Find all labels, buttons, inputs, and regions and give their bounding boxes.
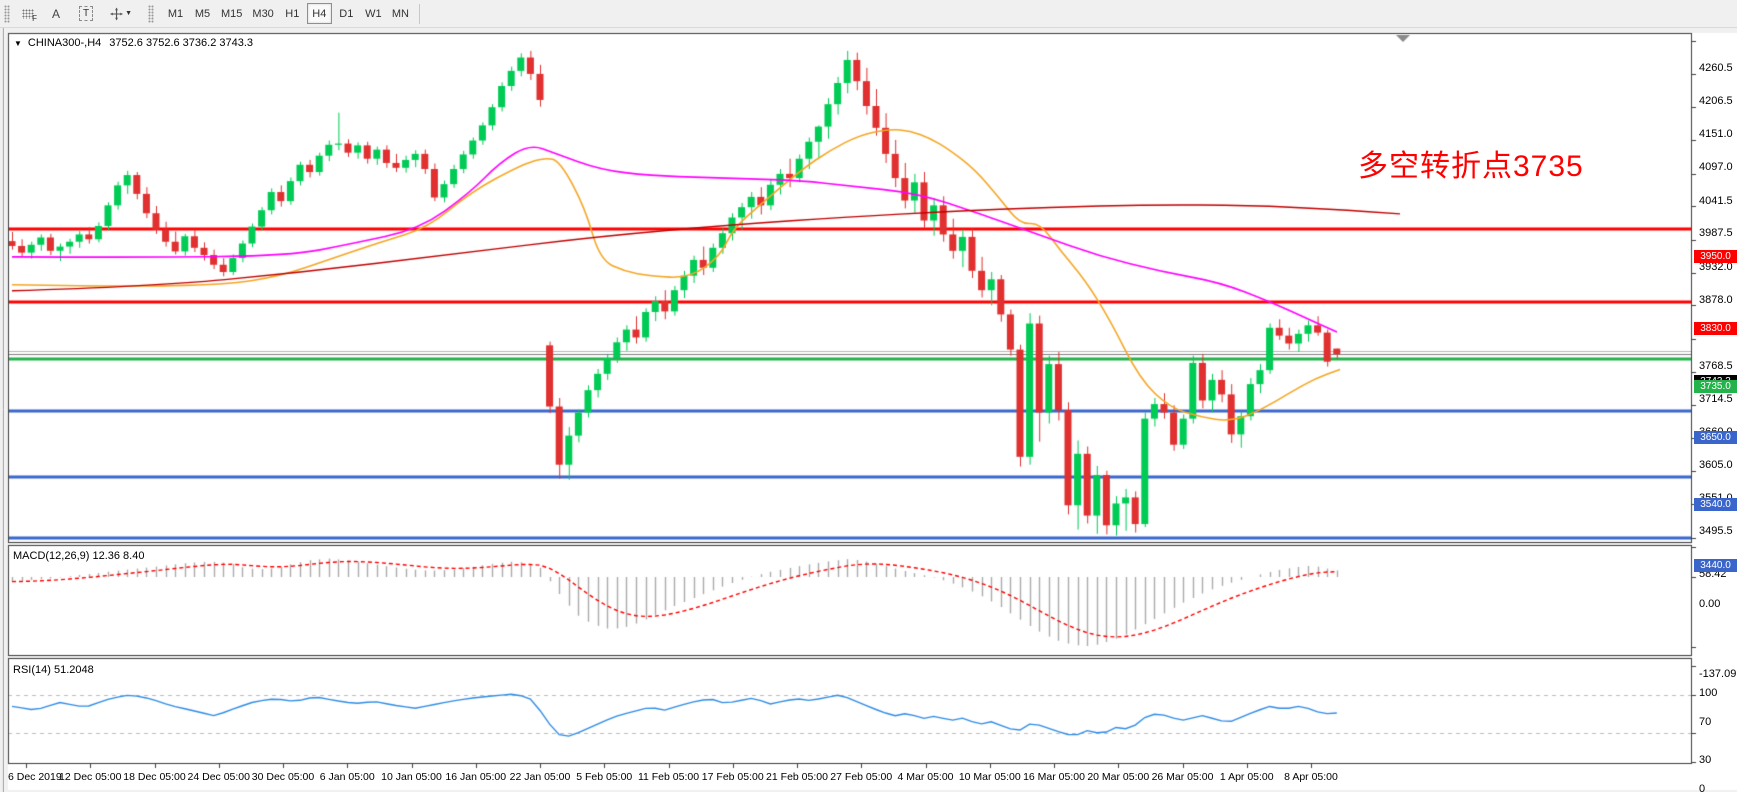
toolbar-gripper[interactable] <box>4 4 10 23</box>
time-axis-label: 27 Feb 05:00 <box>830 771 893 783</box>
price-axis-label: 3605.0 <box>1699 459 1733 472</box>
price-axis-label: 4206.5 <box>1699 94 1733 107</box>
time-axis-label: 6 Dec 2019 <box>8 771 62 783</box>
toolbar: F A T ▼ M1 M5 M15 M30 H1 H4 D1 W1 MN <box>0 0 1737 28</box>
timeframe-h4-button[interactable]: H4 <box>306 3 332 24</box>
ohlc-values-label: 3752.6 3752.6 3736.2 3743.3 <box>109 37 254 49</box>
chart-window: ▼ CHINA300-,H4 3752.6 3752.6 3736.2 3743… <box>0 27 1737 792</box>
price-axis-label: 3987.5 <box>1699 227 1733 240</box>
crosshair-icon <box>110 6 124 21</box>
price-tag-3950.0: 3950.0 <box>1694 249 1737 263</box>
timeframe-m1-button[interactable]: M1 <box>163 3 188 24</box>
symbol-period-label: CHINA300-,H4 <box>27 37 102 49</box>
price-axis-label: 4151.0 <box>1699 128 1733 141</box>
chart-canvas[interactable] <box>0 27 1737 792</box>
market-depth-button[interactable]: F <box>15 3 41 25</box>
grid-icon-letter: F <box>32 13 37 23</box>
text-tool-icon: T <box>78 6 94 21</box>
rsi-axis-label: 100 <box>1699 687 1718 699</box>
timeframe-m30-button[interactable]: M30 <box>248 3 277 24</box>
time-axis-label: 11 Feb 05:00 <box>637 771 700 783</box>
time-axis-label: 24 Dec 05:00 <box>187 771 250 783</box>
time-axis-label: 5 Feb 05:00 <box>576 771 633 783</box>
time-axis-label: 1 Apr 05:00 <box>1219 771 1274 783</box>
time-axis-label: 17 Feb 05:00 <box>701 771 764 783</box>
time-axis-label: 4 Mar 05:00 <box>897 771 954 783</box>
time-axis-label: 10 Mar 05:00 <box>958 771 1021 783</box>
time-axis-label: 6 Jan 05:00 <box>319 771 375 783</box>
price-axis-label: 3932.0 <box>1699 260 1733 273</box>
price-tag-3650.0: 3650.0 <box>1694 431 1737 445</box>
price-axis-label: 3878.0 <box>1699 293 1733 306</box>
price-axis-label: 3495.5 <box>1699 525 1733 538</box>
timeframe-m5-button[interactable]: M5 <box>190 3 215 24</box>
price-tag-3440.0: 3440.0 <box>1694 558 1737 572</box>
font-tool-button[interactable]: A <box>43 3 69 25</box>
rsi-indicator-label: RSI(14) 51.2048 <box>13 664 94 676</box>
time-axis-label: 22 Jan 05:00 <box>509 771 571 783</box>
time-axis-label: 10 Jan 05:00 <box>381 771 442 783</box>
price-tag-3735.0: 3735.0 <box>1694 379 1737 393</box>
price-axis-label: 4260.5 <box>1699 61 1733 74</box>
rsi-axis-label: 0 <box>1699 783 1706 792</box>
grid-icon <box>22 8 34 19</box>
price-tag-3830.0: 3830.0 <box>1694 322 1737 336</box>
timeframe-w1-button[interactable]: W1 <box>361 3 386 24</box>
time-axis-label: 21 Feb 05:00 <box>766 771 828 783</box>
time-axis-label: 18 Dec 05:00 <box>123 771 186 783</box>
price-axis-label: 3714.5 <box>1699 392 1733 405</box>
timeframe-h1-button[interactable]: H1 <box>280 3 305 24</box>
time-axis-label: 8 Apr 05:00 <box>1284 771 1338 783</box>
price-tag-3540.0: 3540.0 <box>1694 497 1737 511</box>
timeframe-group: M1 M5 M15 M30 H1 H4 D1 W1 MN <box>162 3 414 24</box>
rsi-axis-label: 30 <box>1699 754 1712 767</box>
time-axis-label: 16 Mar 05:00 <box>1023 771 1085 783</box>
timeframe-mn-button[interactable]: MN <box>388 3 413 24</box>
macd-indicator-label: MACD(12,26,9) 12.36 8.40 <box>13 550 145 562</box>
text-label-button[interactable]: T <box>71 3 101 25</box>
symbol-dropdown-icon[interactable]: ▼ <box>14 38 22 48</box>
time-axis-label: 16 Jan 05:00 <box>445 771 507 783</box>
price-axis-label: 3768.5 <box>1699 359 1733 372</box>
font-a-icon: A <box>51 6 60 21</box>
toolbar-gripper[interactable] <box>148 4 154 23</box>
toolbar-separator <box>418 3 420 24</box>
annotation-text: 多空转折点3735 <box>1358 150 1584 183</box>
crosshair-tool-button[interactable]: ▼ <box>103 3 139 25</box>
dropdown-caret-icon: ▼ <box>125 10 132 17</box>
time-axis-label: 30 Dec 05:00 <box>251 771 315 783</box>
macd-axis-label: 0.00 <box>1699 598 1721 610</box>
timeframe-m15-button[interactable]: M15 <box>217 3 246 24</box>
rsi-axis-label: 70 <box>1699 715 1712 728</box>
timeframe-d1-button[interactable]: D1 <box>334 3 359 24</box>
chart-title: ▼ CHINA300-,H4 3752.6 3752.6 3736.2 3743… <box>14 37 253 49</box>
macd-axis-label: -137.09 <box>1699 668 1737 681</box>
price-axis-label: 4097.0 <box>1699 160 1733 173</box>
time-axis-label: 26 Mar 05:00 <box>1151 771 1214 783</box>
price-axis-label: 4041.5 <box>1699 194 1733 207</box>
time-axis-label: 20 Mar 05:00 <box>1087 771 1150 783</box>
time-axis-label: 12 Dec 05:00 <box>59 771 122 783</box>
